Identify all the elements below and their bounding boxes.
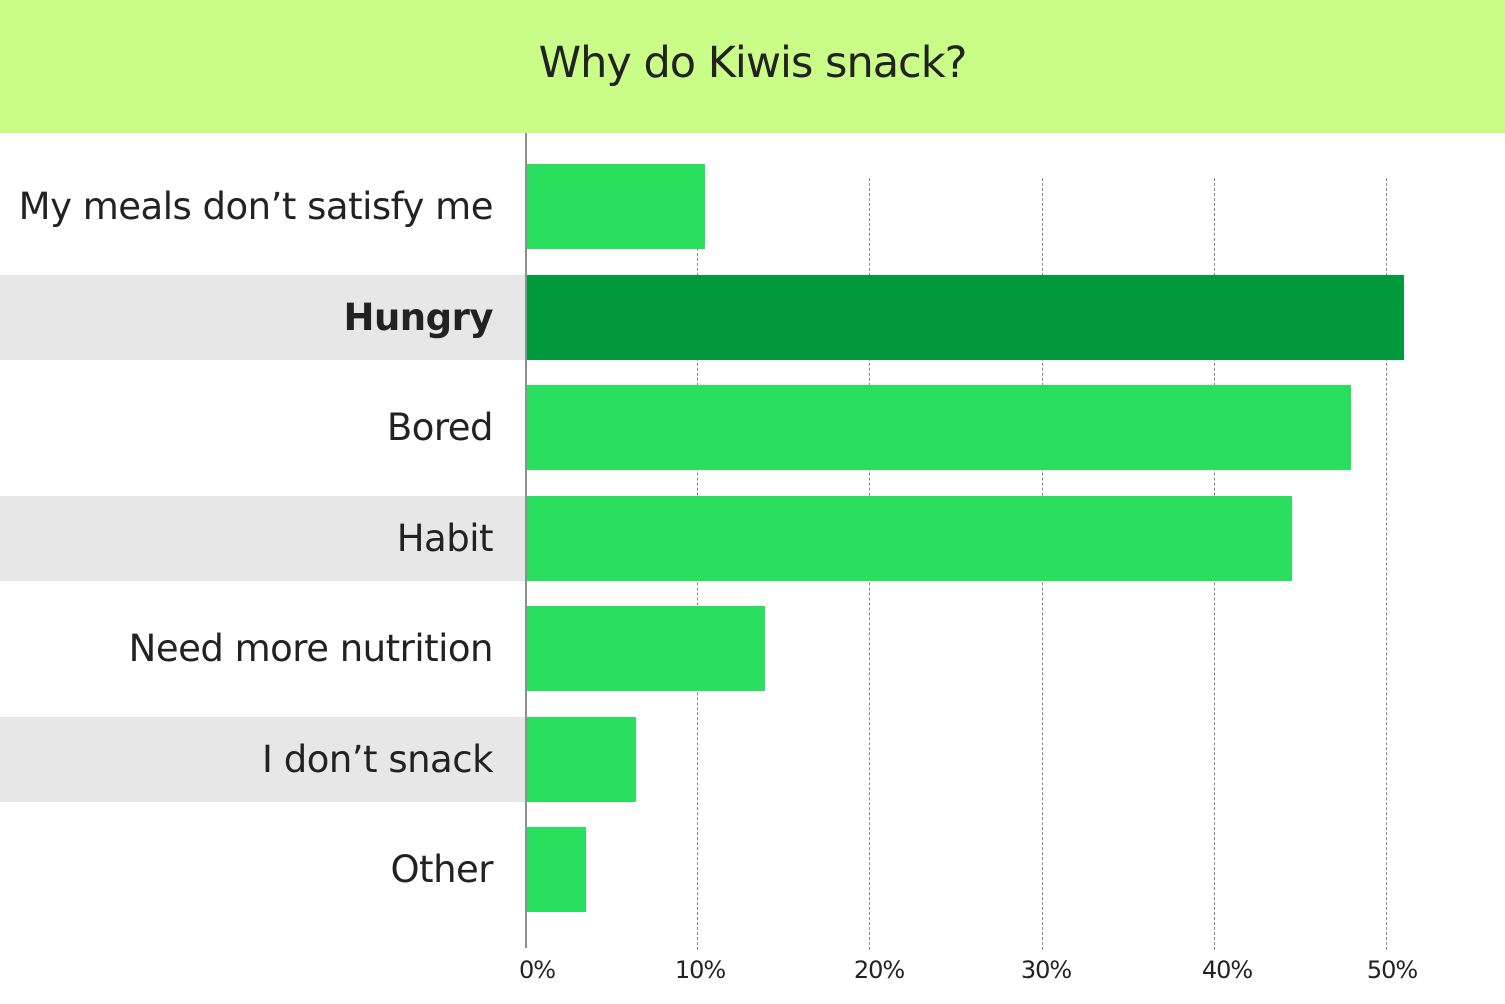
x-tick-label: 40% — [1201, 956, 1253, 984]
category-label: I don’t snack — [262, 738, 493, 781]
row-band — [0, 717, 525, 802]
row-band — [0, 496, 525, 581]
gridline-50 — [1386, 178, 1387, 950]
category-label: Habit — [396, 517, 494, 560]
bar — [526, 717, 637, 802]
chart-header: Why do Kiwis snack? — [0, 0, 1505, 133]
chart-title: Why do Kiwis snack? — [538, 37, 968, 88]
bar — [526, 606, 766, 691]
x-tick-label: 30% — [1020, 956, 1072, 984]
bar — [526, 164, 706, 249]
category-label: Other — [390, 848, 493, 891]
category-label: Bored — [386, 406, 494, 449]
plot-area: My meals don’t satisfy me Hungry Bored H… — [0, 133, 1505, 1004]
y-axis-line — [525, 133, 527, 948]
category-label: My meals don’t satisfy me — [18, 185, 494, 228]
bar — [526, 827, 587, 912]
category-label: Need more nutrition — [128, 627, 494, 670]
x-tick-label: 20% — [853, 956, 905, 984]
bar — [526, 275, 1405, 360]
x-tick-label: 0% — [518, 956, 556, 984]
bar — [526, 496, 1293, 581]
x-tick-label: 10% — [674, 956, 726, 984]
category-label: Hungry — [343, 296, 494, 339]
bar — [526, 385, 1351, 470]
x-tick-label: 50% — [1366, 956, 1418, 984]
row-band — [0, 275, 525, 360]
